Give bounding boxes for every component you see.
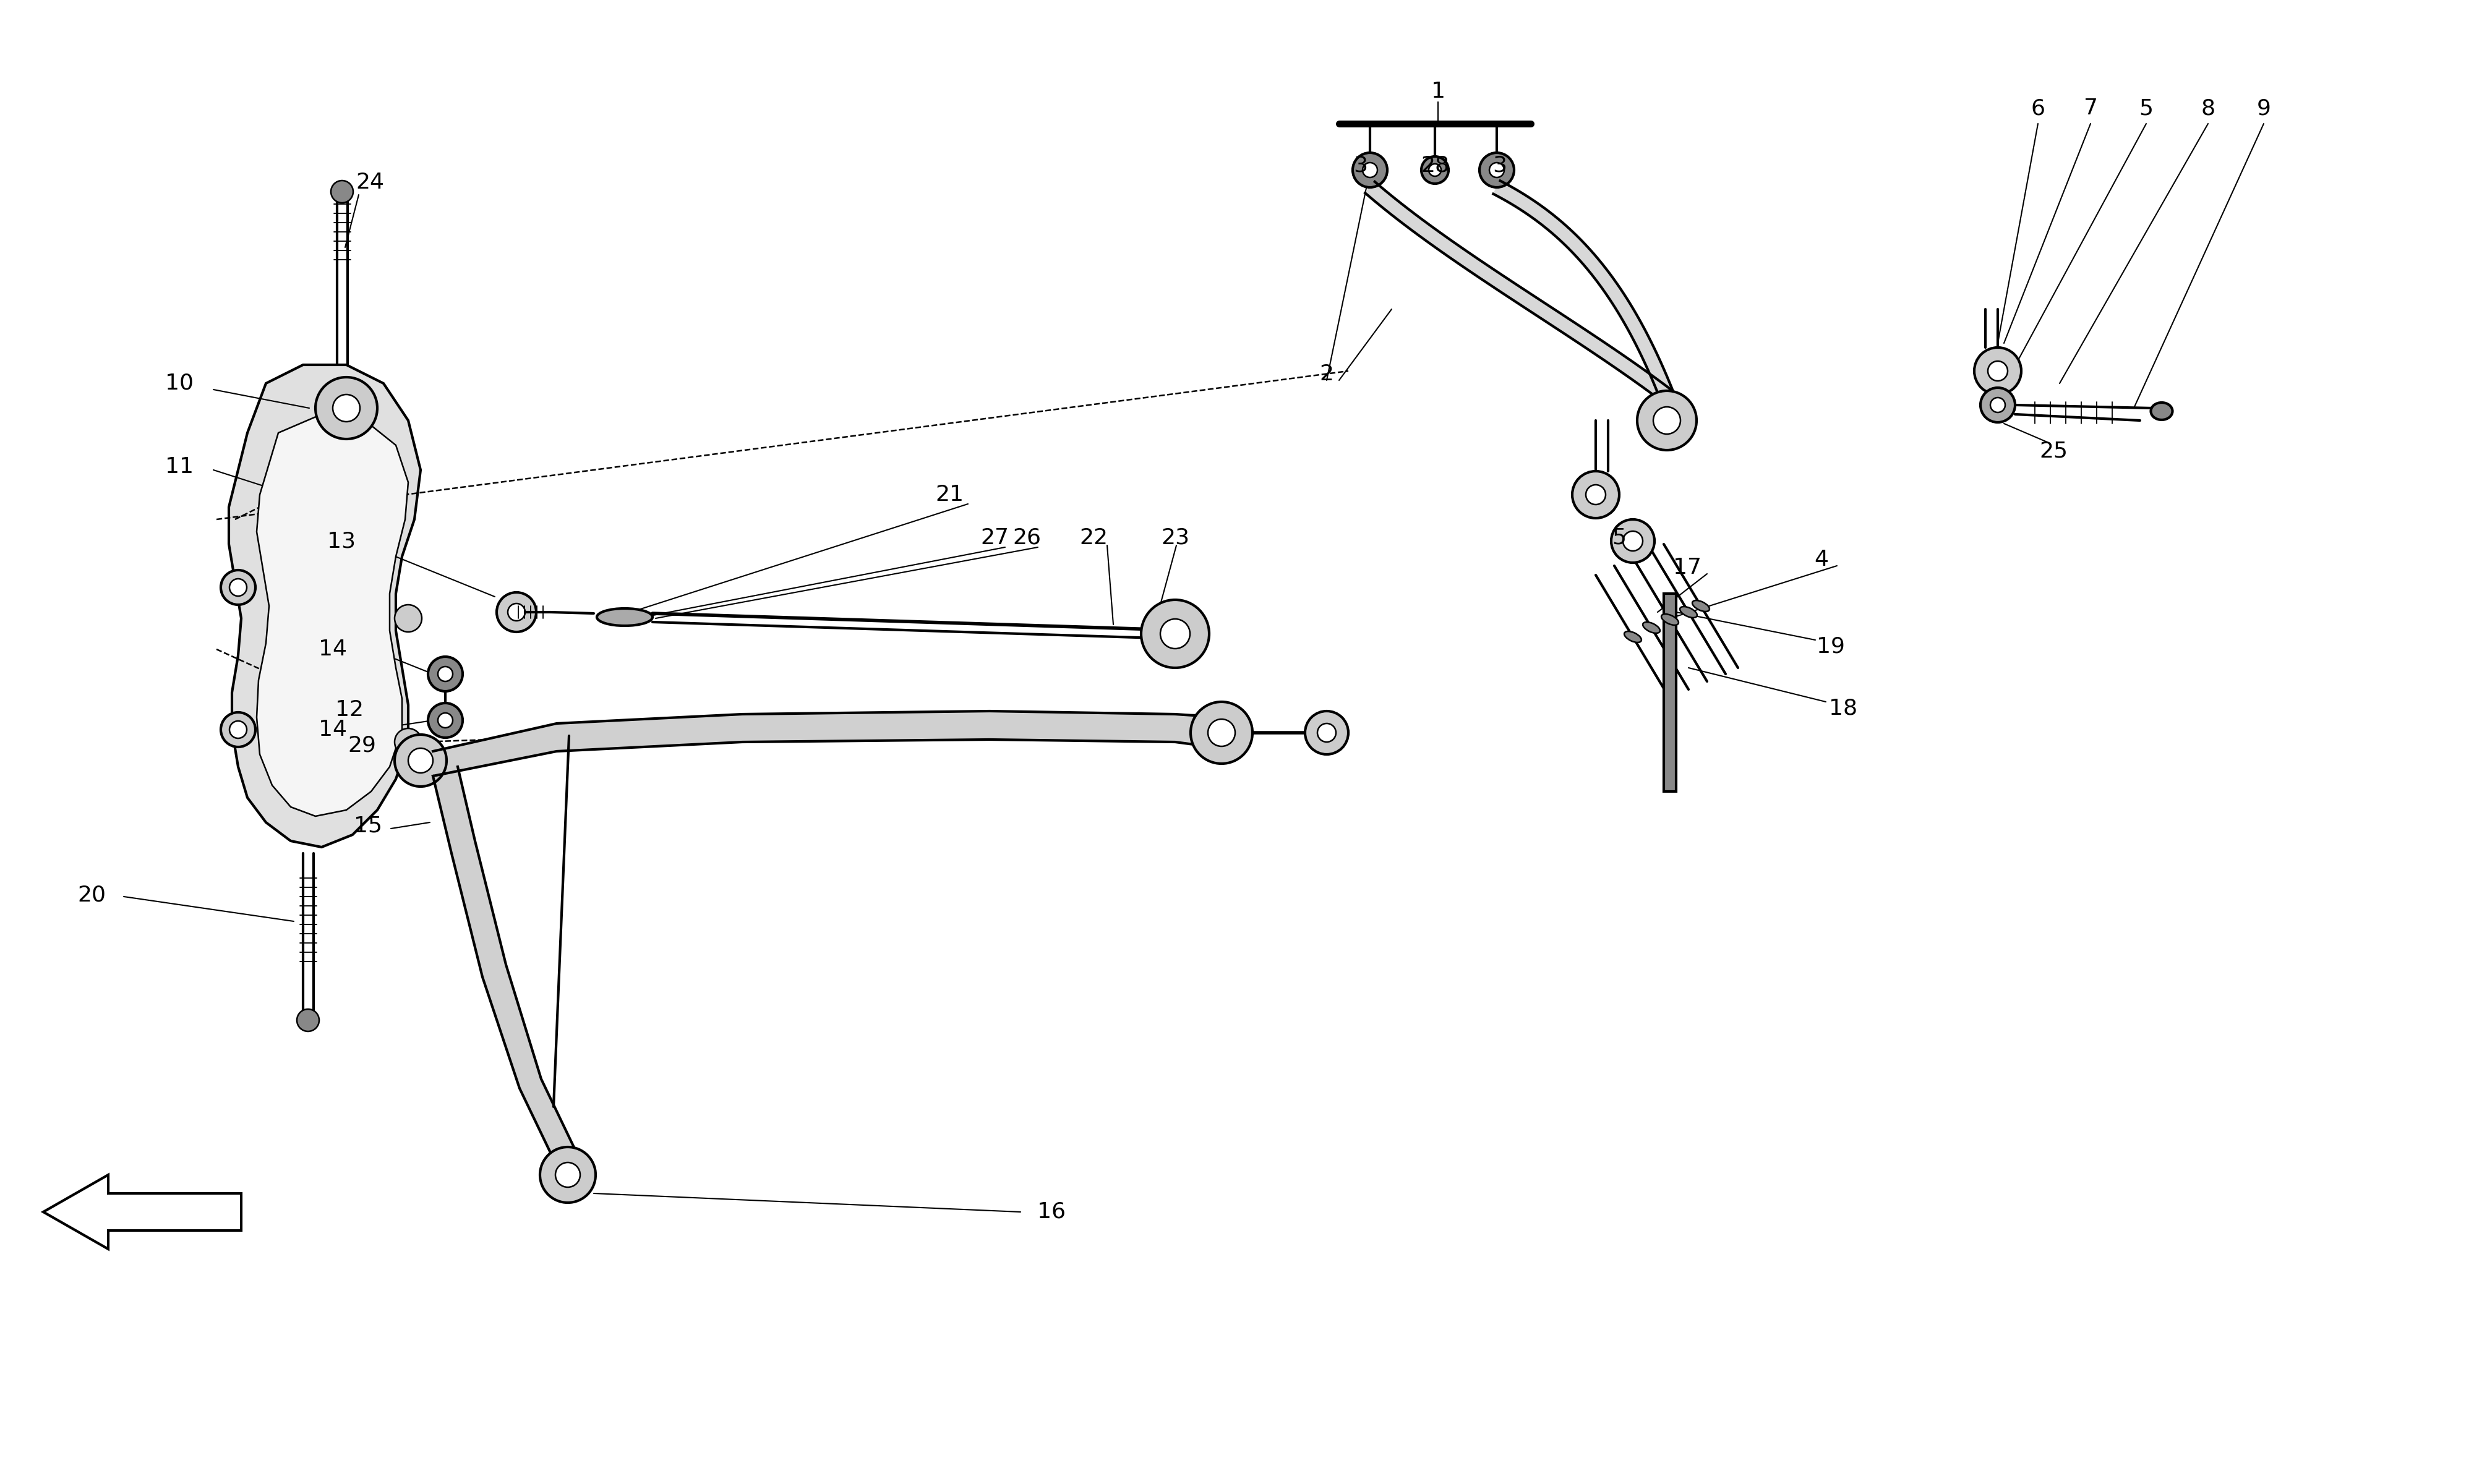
Ellipse shape [1643,622,1660,634]
Text: 2: 2 [1319,364,1333,384]
Text: 7: 7 [2083,98,2098,119]
Circle shape [396,605,421,632]
Ellipse shape [596,608,653,626]
Text: 24: 24 [356,172,383,193]
Text: 23: 23 [1160,527,1190,549]
Circle shape [396,729,421,755]
Text: 18: 18 [1828,697,1858,718]
Circle shape [220,712,255,746]
Circle shape [1430,163,1440,177]
Circle shape [1141,600,1210,668]
Circle shape [539,1147,596,1202]
Circle shape [1653,407,1680,433]
Text: 21: 21 [935,484,965,505]
Circle shape [1316,723,1336,742]
Polygon shape [433,711,1222,776]
Text: 9: 9 [2256,98,2271,119]
Circle shape [1479,153,1514,187]
Text: 20: 20 [77,884,106,905]
Circle shape [438,712,453,727]
Circle shape [1489,163,1504,178]
Circle shape [230,579,247,597]
Text: 5: 5 [1613,527,1625,549]
Text: 13: 13 [327,530,356,552]
Ellipse shape [1680,607,1697,617]
Circle shape [408,748,433,773]
Circle shape [1989,361,2009,381]
Circle shape [1989,398,2004,413]
Circle shape [554,1162,579,1187]
Circle shape [230,721,247,738]
Circle shape [1207,720,1235,746]
Polygon shape [1663,594,1677,791]
Text: 14: 14 [319,638,346,660]
Polygon shape [257,414,408,816]
Text: 22: 22 [1079,527,1108,549]
Circle shape [1638,390,1697,450]
Circle shape [1353,153,1388,187]
Circle shape [332,181,354,203]
Polygon shape [45,1175,242,1250]
Circle shape [1623,531,1643,551]
Text: 15: 15 [354,815,381,835]
Text: 29: 29 [349,735,376,755]
Circle shape [497,592,537,632]
Circle shape [1160,619,1190,649]
Circle shape [1190,702,1252,764]
Circle shape [1974,347,2021,395]
Circle shape [1979,387,2014,423]
Text: 28: 28 [1420,156,1450,177]
Circle shape [438,666,453,681]
Text: 3: 3 [1492,156,1507,177]
Polygon shape [1366,181,1672,402]
Text: 26: 26 [1012,527,1042,549]
Circle shape [297,1009,319,1031]
Polygon shape [433,767,579,1165]
Circle shape [317,377,376,439]
Circle shape [507,604,524,620]
Circle shape [1420,156,1450,184]
Polygon shape [1494,181,1675,399]
Circle shape [428,656,463,692]
Circle shape [1363,163,1378,178]
Text: 19: 19 [1816,635,1846,656]
Circle shape [1611,519,1655,562]
Text: 17: 17 [1672,556,1702,579]
Circle shape [396,735,445,787]
Ellipse shape [1692,601,1710,611]
Circle shape [1306,711,1348,754]
Polygon shape [228,365,421,847]
Text: 6: 6 [2031,98,2046,119]
Text: 11: 11 [166,457,193,478]
Circle shape [1573,472,1618,518]
Text: 16: 16 [1037,1202,1066,1223]
Text: 4: 4 [1813,549,1828,570]
Text: 14: 14 [319,720,346,741]
Text: 3: 3 [1353,156,1368,177]
Ellipse shape [1663,614,1677,625]
Circle shape [428,703,463,738]
Ellipse shape [2150,402,2172,420]
Text: 8: 8 [2202,98,2214,119]
Text: 27: 27 [980,527,1009,549]
Text: 5: 5 [2140,98,2152,119]
Circle shape [1586,485,1606,505]
Circle shape [220,570,255,605]
Text: 1: 1 [1430,82,1445,102]
Text: 25: 25 [2039,441,2068,462]
Ellipse shape [1625,631,1640,643]
Text: 10: 10 [166,372,193,393]
Circle shape [332,395,361,421]
Text: 12: 12 [336,699,364,720]
